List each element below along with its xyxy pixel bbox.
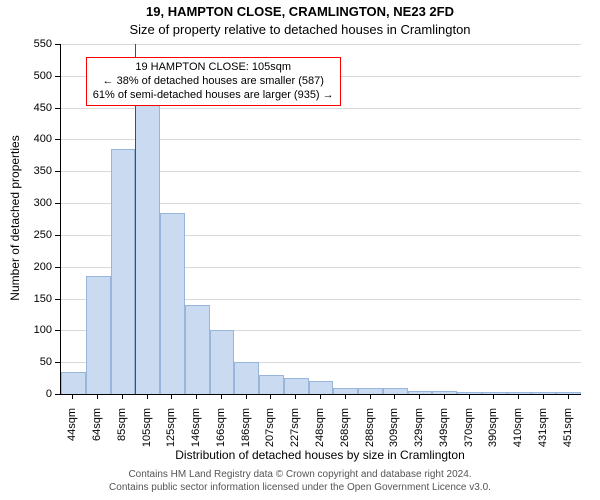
- x-tick-label: 268sqm: [339, 408, 351, 458]
- y-tick-label: 200: [22, 261, 52, 273]
- y-tick-label: 100: [22, 324, 52, 336]
- x-tick-mark: [221, 394, 222, 399]
- x-tick-mark: [196, 394, 197, 399]
- info-box-line1: 19 HAMPTON CLOSE: 105sqm: [93, 60, 334, 74]
- x-tick-mark: [72, 394, 73, 399]
- x-tick-mark: [171, 394, 172, 399]
- histogram-bar: [284, 378, 309, 394]
- x-tick-label: 370sqm: [463, 408, 475, 458]
- y-tick-label: 0: [22, 388, 52, 400]
- x-tick-mark: [568, 394, 569, 399]
- y-tick-label: 300: [22, 197, 52, 209]
- histogram-bar: [333, 388, 358, 394]
- y-tick-mark: [55, 330, 60, 331]
- y-axis-label: Number of detached properties: [8, 43, 22, 393]
- x-tick-label: 186sqm: [240, 408, 252, 458]
- x-tick-mark: [469, 394, 470, 399]
- x-tick-mark: [246, 394, 247, 399]
- x-tick-label: 146sqm: [190, 408, 202, 458]
- plot-area: 19 HAMPTON CLOSE: 105sqm← 38% of detache…: [60, 44, 581, 395]
- y-tick-label: 250: [22, 229, 52, 241]
- y-tick-label: 550: [22, 38, 52, 50]
- y-tick-label: 350: [22, 165, 52, 177]
- x-tick-label: 329sqm: [413, 408, 425, 458]
- y-tick-label: 50: [22, 356, 52, 368]
- x-tick-mark: [444, 394, 445, 399]
- x-tick-label: 64sqm: [91, 408, 103, 458]
- x-tick-mark: [543, 394, 544, 399]
- y-tick-label: 500: [22, 70, 52, 82]
- y-tick-mark: [55, 76, 60, 77]
- y-tick-mark: [55, 44, 60, 45]
- chart-container: { "titles": { "address": "19, HAMPTON CL…: [0, 0, 600, 500]
- histogram-bar: [86, 276, 111, 394]
- chart-title-address: 19, HAMPTON CLOSE, CRAMLINGTON, NE23 2FD: [0, 4, 600, 19]
- x-tick-mark: [147, 394, 148, 399]
- x-tick-mark: [320, 394, 321, 399]
- y-tick-label: 400: [22, 133, 52, 145]
- x-tick-label: 207sqm: [264, 408, 276, 458]
- histogram-bar: [160, 213, 185, 394]
- histogram-bar: [234, 362, 259, 394]
- info-box: 19 HAMPTON CLOSE: 105sqm← 38% of detache…: [86, 57, 341, 106]
- histogram-bar: [358, 388, 383, 394]
- x-tick-label: 44sqm: [66, 408, 78, 458]
- x-tick-mark: [270, 394, 271, 399]
- y-tick-mark: [55, 394, 60, 395]
- histogram-bar: [259, 375, 284, 394]
- y-tick-mark: [55, 299, 60, 300]
- x-tick-label: 390sqm: [487, 408, 499, 458]
- x-tick-mark: [493, 394, 494, 399]
- histogram-bar: [210, 330, 235, 394]
- footer-line1: Contains HM Land Registry data © Crown c…: [0, 468, 600, 481]
- x-tick-label: 309sqm: [388, 408, 400, 458]
- x-tick-mark: [394, 394, 395, 399]
- x-tick-label: 349sqm: [438, 408, 450, 458]
- grid-line: [61, 44, 581, 45]
- x-tick-mark: [97, 394, 98, 399]
- x-tick-mark: [122, 394, 123, 399]
- x-tick-label: 125sqm: [165, 408, 177, 458]
- y-tick-label: 450: [22, 102, 52, 114]
- x-tick-label: 410sqm: [512, 408, 524, 458]
- x-tick-label: 431sqm: [537, 408, 549, 458]
- x-tick-mark: [419, 394, 420, 399]
- histogram-bar: [185, 305, 210, 394]
- x-tick-label: 451sqm: [562, 408, 574, 458]
- histogram-bar: [61, 372, 86, 394]
- histogram-bar: [531, 392, 556, 394]
- x-tick-label: 85sqm: [116, 408, 128, 458]
- x-tick-label: 105sqm: [141, 408, 153, 458]
- histogram-bar: [432, 391, 457, 394]
- histogram-bar: [556, 392, 581, 394]
- histogram-bar: [457, 392, 482, 394]
- x-tick-mark: [370, 394, 371, 399]
- x-tick-label: 288sqm: [364, 408, 376, 458]
- y-tick-mark: [55, 139, 60, 140]
- x-tick-label: 166sqm: [215, 408, 227, 458]
- footer-attribution: Contains HM Land Registry data © Crown c…: [0, 468, 600, 494]
- info-box-line2: ← 38% of detached houses are smaller (58…: [93, 74, 334, 88]
- histogram-bar: [135, 104, 160, 394]
- footer-line2: Contains public sector information licen…: [0, 481, 600, 494]
- histogram-bar: [309, 381, 334, 394]
- chart-subtitle: Size of property relative to detached ho…: [0, 22, 600, 37]
- x-tick-mark: [295, 394, 296, 399]
- y-tick-mark: [55, 235, 60, 236]
- x-tick-label: 248sqm: [314, 408, 326, 458]
- y-tick-mark: [55, 203, 60, 204]
- x-tick-mark: [345, 394, 346, 399]
- y-tick-mark: [55, 362, 60, 363]
- y-tick-mark: [55, 171, 60, 172]
- x-tick-mark: [518, 394, 519, 399]
- info-box-line3: 61% of semi-detached houses are larger (…: [93, 88, 334, 102]
- y-tick-mark: [55, 267, 60, 268]
- x-tick-label: 227sqm: [289, 408, 301, 458]
- histogram-bar: [111, 149, 136, 394]
- y-tick-label: 150: [22, 293, 52, 305]
- y-tick-mark: [55, 108, 60, 109]
